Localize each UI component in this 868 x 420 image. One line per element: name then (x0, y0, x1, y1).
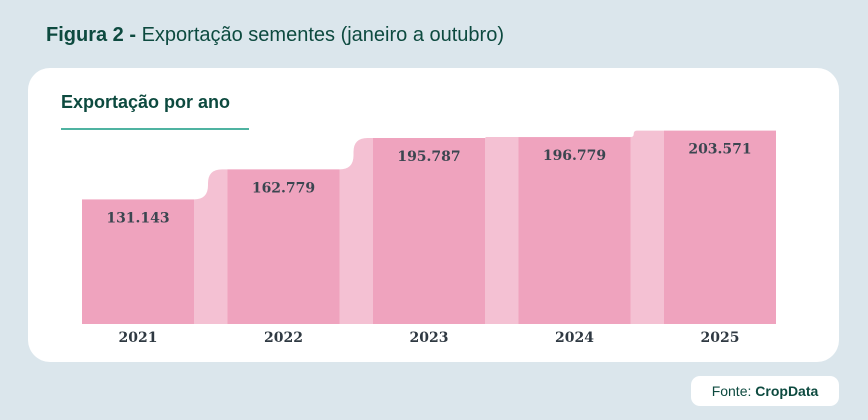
bar-2021 (82, 199, 194, 324)
value-label: 203.571 (688, 142, 751, 158)
figure-label: Figura 2 - (46, 24, 137, 46)
bar-chart: 131.143 2021 162.779 2022 195.787 2023 196.779… (82, 130, 776, 346)
bar-2023 (373, 138, 485, 324)
figure-title: Figura 2 - Exportação sementes (janeiro … (46, 24, 504, 47)
bar-2025 (664, 130, 776, 324)
source-name: CropData (755, 383, 819, 399)
bar-2024 (518, 137, 631, 324)
category-label: 2025 (701, 330, 740, 346)
bar-connector (485, 137, 519, 324)
bar-2022 (227, 169, 340, 324)
category-label: 2022 (264, 330, 303, 346)
chart-title: Exportação por ano (61, 92, 231, 112)
category-label: 2023 (410, 330, 449, 346)
category-label: 2024 (555, 330, 594, 346)
value-label: 162.779 (252, 180, 315, 196)
value-label: 196.779 (543, 148, 606, 164)
value-label: 131.143 (106, 210, 169, 226)
value-label: 195.787 (397, 149, 460, 165)
bar-connector (194, 169, 228, 324)
bar-connector (630, 130, 664, 324)
category-label: 2021 (119, 330, 158, 346)
bar-connector (339, 138, 373, 324)
source-prefix: Fonte: (711, 383, 752, 399)
chart-card: Exportação por ano 131.143 2021 162.779 202… (28, 68, 839, 362)
source-badge: Fonte: CropData (691, 376, 839, 406)
figure-caption: Exportação sementes (janeiro a outubro) (141, 24, 504, 46)
chart-title-underline (61, 128, 249, 130)
